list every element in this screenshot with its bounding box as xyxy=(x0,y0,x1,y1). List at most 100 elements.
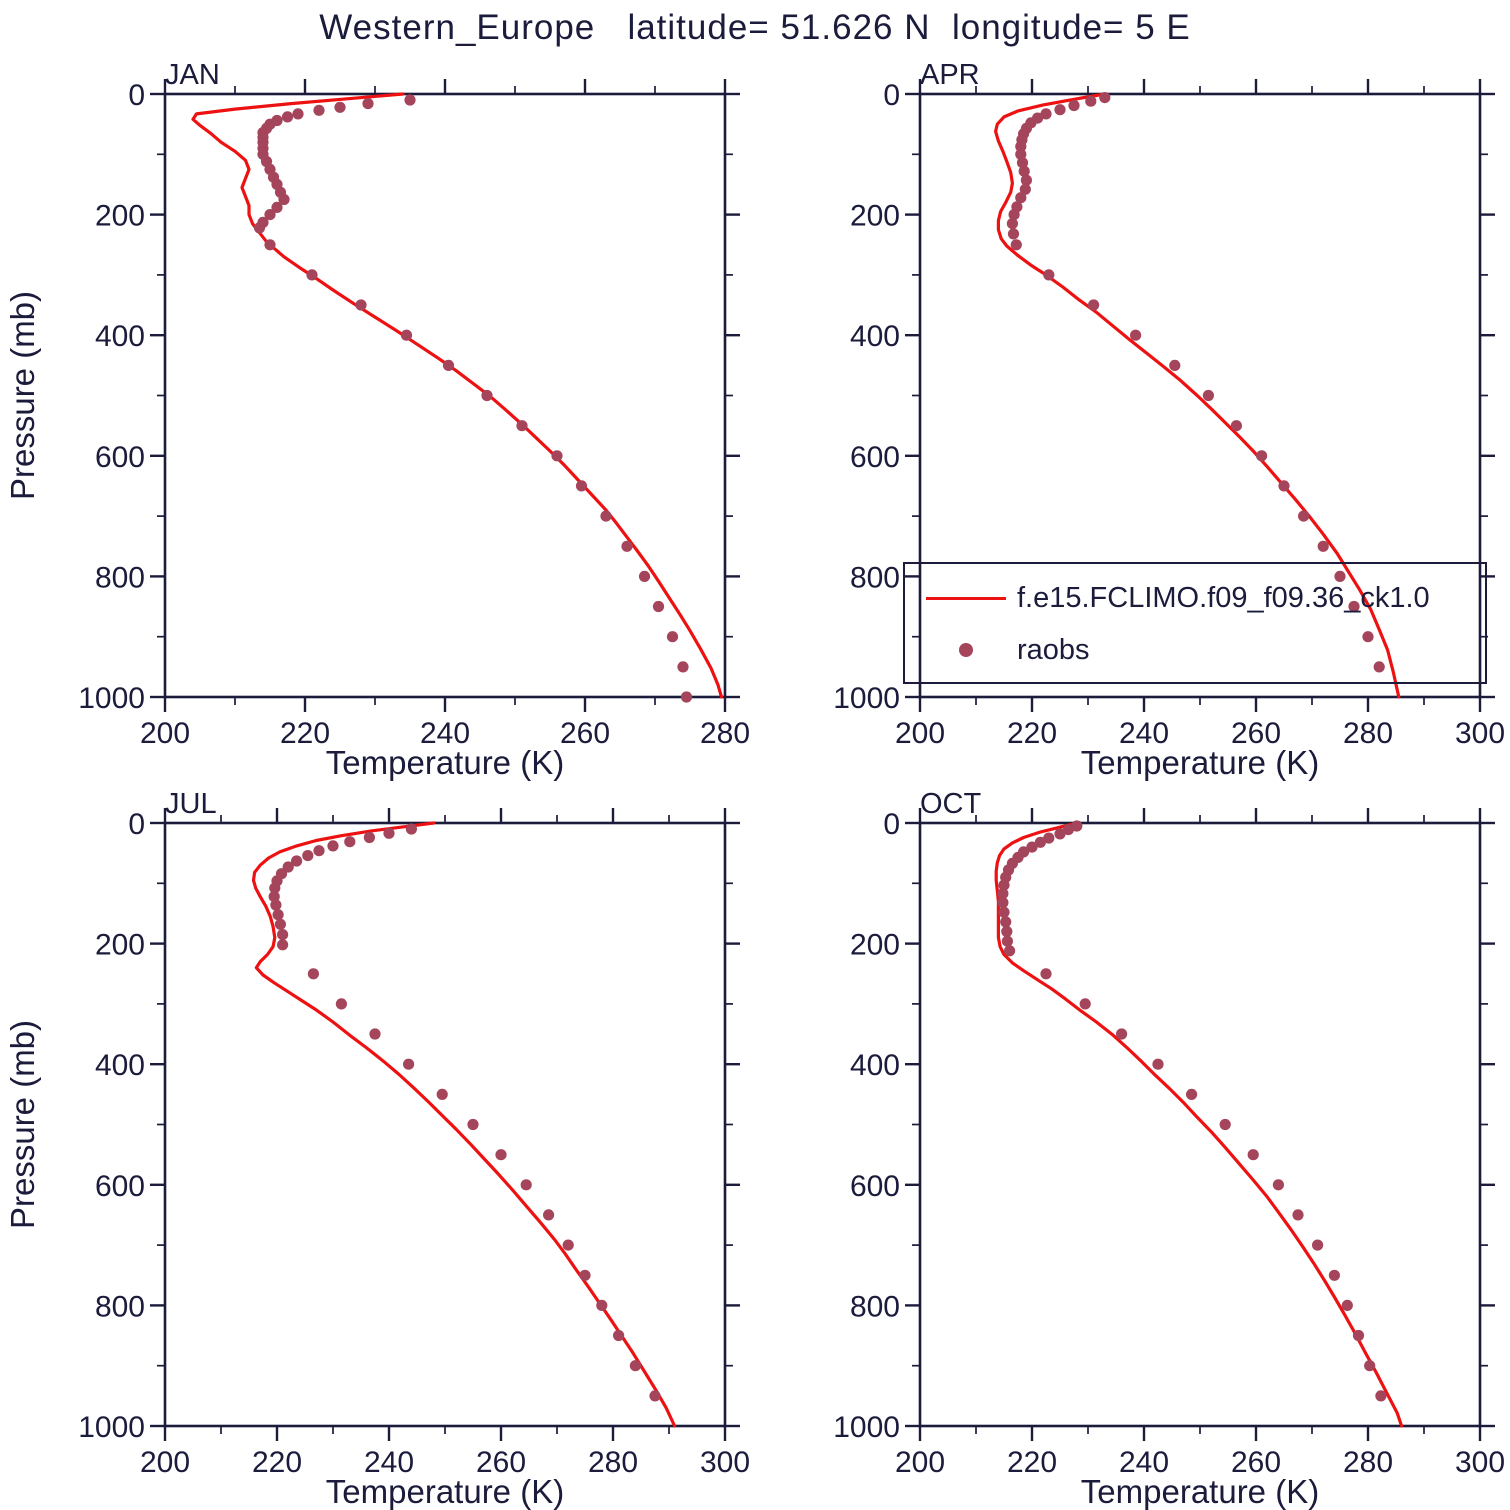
raobs-dot xyxy=(1278,480,1290,492)
raobs-dot xyxy=(442,359,455,371)
y-tick-label: 800 xyxy=(95,561,145,594)
x-tick-label: 260 xyxy=(1231,717,1281,750)
raobs-dot xyxy=(436,1088,448,1100)
raobs-dot xyxy=(355,299,367,311)
raobs-dot xyxy=(272,909,284,921)
raobs-dot xyxy=(1099,92,1111,104)
raobs-dots xyxy=(1006,92,1385,673)
chart-oct: 200 220 240 260 280 300 0 200 400 600 800 1000 OCT Te… xyxy=(833,788,1505,1510)
raobs-dot xyxy=(677,661,689,673)
raobs-dot xyxy=(1373,661,1385,673)
raobs-dot xyxy=(335,998,347,1010)
raobs-dot xyxy=(1362,631,1374,643)
raobs-dot xyxy=(1068,99,1080,112)
raobs-dot xyxy=(629,1360,642,1372)
raobs-dot xyxy=(327,840,339,852)
raobs-dot xyxy=(271,201,283,213)
x-tick-label: 240 xyxy=(420,717,470,750)
raobs-dot xyxy=(362,98,374,110)
model-line xyxy=(994,821,1404,1428)
month-label: JUL xyxy=(165,788,217,820)
raobs-dot xyxy=(600,510,612,522)
y-tick-label: 400 xyxy=(850,320,900,353)
legend-raobs-label: raobs xyxy=(1017,633,1090,666)
raobs-dot xyxy=(1008,209,1020,221)
raobs-dot xyxy=(1040,968,1052,980)
raobs-dots xyxy=(268,823,661,1402)
x-tick-label: 200 xyxy=(895,717,945,750)
raobs-dot xyxy=(1007,228,1020,240)
raobs-dot xyxy=(1130,329,1142,341)
raobs-dot xyxy=(997,888,1009,900)
model-line xyxy=(251,821,677,1428)
raobs-dot xyxy=(1348,600,1360,613)
x-tick-label: 200 xyxy=(140,717,190,750)
raobs-dot xyxy=(562,1239,574,1251)
raobs-dot xyxy=(1375,1390,1387,1402)
chart-jan: 200 220 240 260 280 0 200 400 600 800 1000 JAN Tempe… xyxy=(4,59,750,781)
x-tick-label: 300 xyxy=(700,1446,750,1479)
y-axis-title: Pressure (mb) xyxy=(4,291,41,500)
chart-apr: 200 220 240 260 280 300 0 200 400 600 800 1000 APR Te… xyxy=(833,59,1505,781)
panel-apr: 200 220 240 260 280 300 0 200 400 600 800 1000 APR Te… xyxy=(755,52,1510,781)
raobs-dot xyxy=(1352,1329,1365,1342)
x-axis-title: Temperature (K) xyxy=(326,1473,564,1510)
legend: f.e15.FCLIMO.f09_f09.36_ck1.0 raobs xyxy=(903,562,1487,684)
y-tick-label: 1000 xyxy=(78,682,145,715)
raobs-dot xyxy=(596,1299,608,1311)
legend-dot-sample-wrap xyxy=(923,643,1009,657)
raobs-dot xyxy=(1230,420,1242,432)
y-tick-label: 200 xyxy=(95,200,145,233)
x-tick-label: 220 xyxy=(252,1446,302,1479)
month-label: JAN xyxy=(165,59,220,91)
raobs-dot xyxy=(1219,1118,1231,1131)
raobs-dot xyxy=(1312,1239,1324,1251)
raobs-dot xyxy=(307,968,319,980)
raobs-dot xyxy=(551,450,563,462)
legend-line-sample xyxy=(926,596,1006,600)
x-tick-label: 220 xyxy=(1007,1446,1057,1479)
raobs-dot xyxy=(1364,1360,1376,1372)
y-tick-label: 0 xyxy=(883,79,900,112)
raobs-dot xyxy=(403,1058,415,1070)
raobs-dot xyxy=(1019,183,1031,195)
y-tick-label: 1000 xyxy=(78,1411,145,1444)
y-tick-label: 0 xyxy=(128,79,145,112)
x-tick-label: 280 xyxy=(588,1446,638,1479)
y-tick-label: 400 xyxy=(95,1049,145,1082)
raobs-dot xyxy=(278,193,290,206)
raobs-dot xyxy=(1071,820,1083,832)
x-tick-label: 280 xyxy=(1343,717,1393,750)
y-tick-label: 800 xyxy=(850,1290,900,1323)
raobs-dot xyxy=(405,823,417,835)
x-tick-label: 240 xyxy=(1119,717,1169,750)
y-tick-label: 1000 xyxy=(833,1411,900,1444)
y-tick-label: 600 xyxy=(850,1170,900,1203)
raobs-dot xyxy=(253,222,266,234)
raobs-dot xyxy=(1317,540,1329,552)
raobs-dot xyxy=(291,855,303,867)
y-tick-label: 0 xyxy=(883,808,900,841)
raobs-dot xyxy=(1043,832,1055,844)
tick-marks xyxy=(150,79,740,712)
raobs-dot xyxy=(344,836,356,848)
raobs-dot xyxy=(400,329,413,341)
y-tick-label: 400 xyxy=(95,320,145,353)
y-tick-label: 200 xyxy=(850,200,900,233)
raobs-dot xyxy=(1341,1299,1353,1311)
x-tick-label: 280 xyxy=(1343,1446,1393,1479)
raobs-dot xyxy=(1000,916,1012,928)
figure-title: Western_Europe latitude= 51.626 N longit… xyxy=(319,8,1191,47)
raobs-dot xyxy=(467,1118,479,1131)
raobs-dot xyxy=(997,897,1009,909)
x-tick-label: 260 xyxy=(1231,1446,1281,1479)
legend-raobs-row: raobs xyxy=(923,624,1485,676)
raobs-dot xyxy=(277,939,289,951)
raobs-dot xyxy=(1079,998,1091,1010)
raobs-dot xyxy=(1152,1058,1164,1070)
raobs-dot xyxy=(1034,836,1046,848)
panel-group-JAN: 200 220 240 260 280 0 200 400 600 800 1000 JAN Tempe… xyxy=(4,59,750,781)
raobs-dot xyxy=(1020,174,1032,186)
raobs-dot xyxy=(613,1329,625,1342)
x-tick-label: 300 xyxy=(1455,717,1505,750)
